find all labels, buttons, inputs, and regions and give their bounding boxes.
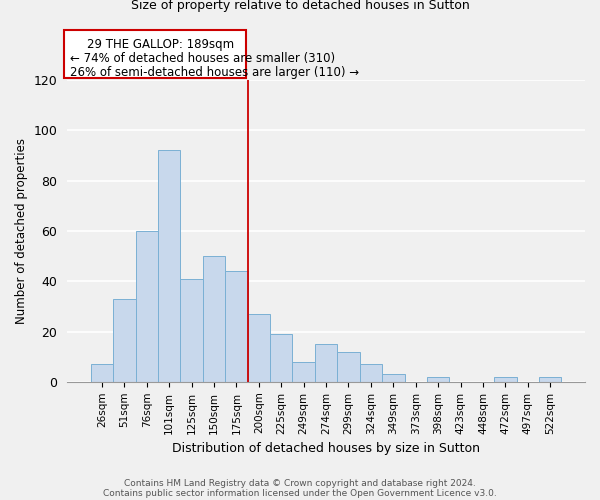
Bar (91, 364, 113, 382)
Bar (203, 256, 225, 382)
Bar (494, 377, 517, 382)
X-axis label: Distribution of detached houses by size in Sutton: Distribution of detached houses by size … (172, 442, 480, 455)
Bar (136, 231, 158, 382)
Text: 26% of semi-detached houses are larger (110) →: 26% of semi-detached houses are larger (… (70, 66, 359, 78)
Bar (539, 377, 562, 382)
Text: Contains public sector information licensed under the Open Government Licence v3: Contains public sector information licen… (103, 488, 497, 498)
Text: Contains HM Land Registry data © Crown copyright and database right 2024.: Contains HM Land Registry data © Crown c… (124, 478, 476, 488)
Bar (360, 364, 382, 382)
Bar (270, 334, 292, 382)
Bar (113, 299, 136, 382)
Bar (337, 352, 360, 382)
Bar (427, 377, 449, 382)
Bar (181, 278, 203, 382)
Bar (248, 314, 270, 382)
Y-axis label: Number of detached properties: Number of detached properties (15, 138, 28, 324)
Bar (292, 362, 315, 382)
Text: ← 74% of detached houses are smaller (310): ← 74% of detached houses are smaller (31… (70, 52, 335, 64)
Bar (382, 374, 404, 382)
Bar (225, 271, 248, 382)
Text: Size of property relative to detached houses in Sutton: Size of property relative to detached ho… (131, 0, 469, 12)
Bar (158, 150, 181, 382)
Bar (315, 344, 337, 382)
Text: 29 THE GALLOP: 189sqm: 29 THE GALLOP: 189sqm (88, 38, 235, 51)
